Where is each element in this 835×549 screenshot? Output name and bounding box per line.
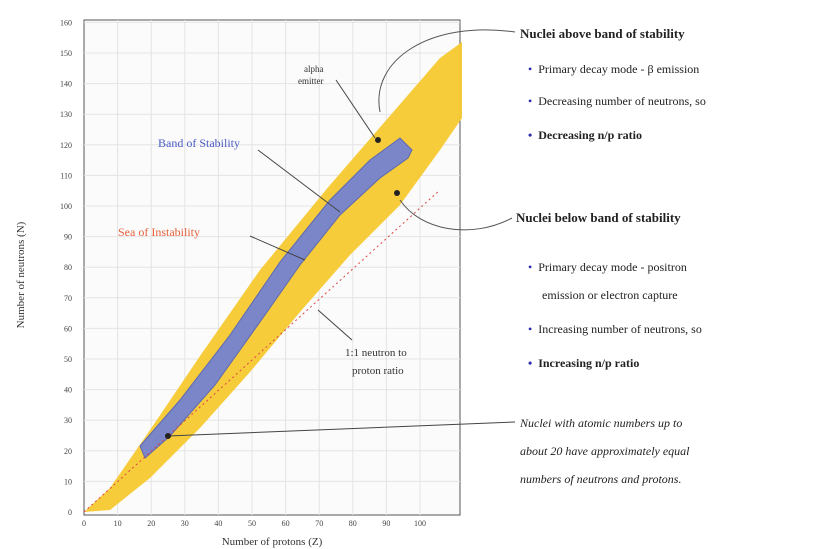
y-tick-label: 10 [64, 477, 72, 486]
below-bullet-3-text: Increasing n/p ratio [538, 356, 639, 370]
x-tick-label: 80 [349, 519, 357, 528]
x-tick-label: 100 [414, 519, 426, 528]
y-tick-label: 90 [64, 233, 72, 242]
below-bullet-1: • Primary decay mode - positron [528, 260, 687, 275]
y-tick-label: 30 [64, 416, 72, 425]
band-of-stability-label: Band of Stability [158, 136, 240, 150]
x-axis-label: Number of protons (Z) [222, 536, 323, 548]
y-tick-label: 150 [60, 49, 72, 58]
y-tick-label: 140 [60, 80, 72, 89]
y-tick-label: 50 [64, 355, 72, 364]
x-tick-label: 20 [147, 519, 155, 528]
above-band-marker [375, 137, 381, 143]
ratio-label-line-1: 1:1 neutron to [345, 347, 407, 359]
y-tick-label: 60 [64, 324, 72, 333]
below-bullet-2: • Increasing number of neutrons, so [528, 322, 702, 337]
above-bullet-3: • Decreasing n/p ratio [528, 128, 642, 143]
y-tick-label: 100 [60, 202, 72, 211]
y-tick-label: 130 [60, 110, 72, 119]
above-bullet-1-text: Primary decay mode - β emission [538, 62, 699, 76]
x-tick-label: 90 [382, 519, 390, 528]
y-tick-label: 80 [64, 263, 72, 272]
note-line-1: Nuclei with atomic numbers up to [520, 414, 682, 433]
sea-of-instability-label: Sea of Instability [118, 225, 200, 239]
bullet-dot: • [528, 128, 532, 142]
bullet-dot: • [528, 322, 532, 336]
y-tick-label: 70 [64, 294, 72, 303]
above-bullet-1: • Primary decay mode - β emission [528, 62, 699, 77]
bullet-dot: • [528, 356, 532, 370]
above-bullet-3-text: Decreasing n/p ratio [538, 128, 642, 142]
below-bullet-1b: emission or electron capture [542, 288, 678, 303]
above-title: Nuclei above band of stability [520, 26, 685, 42]
y-tick-label: 120 [60, 141, 72, 150]
alpha-label-line-2: emitter [298, 76, 324, 86]
bullet-dot: • [528, 94, 532, 108]
below-bullet-2-text: Increasing number of neutrons, so [538, 322, 702, 336]
x-tick-label: 10 [114, 519, 122, 528]
x-tick-label: 0 [82, 519, 86, 528]
note-line-3: numbers of neutrons and protons. [520, 470, 681, 489]
above-bullet-2-text: Decreasing number of neutrons, so [538, 94, 706, 108]
x-tick-label: 70 [315, 519, 323, 528]
x-tick-labels: 0 10 20 30 40 50 60 70 80 90 100 [82, 519, 426, 528]
x-tick-label: 30 [181, 519, 189, 528]
bullet-dot: • [528, 260, 532, 274]
y-tick-label: 20 [64, 447, 72, 456]
note-line-2: about 20 have approximately equal [520, 442, 690, 461]
alpha-label-line-1: alpha [304, 64, 324, 74]
low-z-marker [165, 433, 171, 439]
y-axis-label: Number of neutrons (N) [15, 221, 27, 328]
y-tick-label: 0 [68, 508, 72, 517]
above-bullet-2: • Decreasing number of neutrons, so [528, 94, 706, 109]
below-bullet-1-text: Primary decay mode - positron [538, 260, 687, 274]
below-bullet-3: • Increasing n/p ratio [528, 356, 639, 371]
bullet-dot: • [528, 62, 532, 76]
y-tick-label: 40 [64, 386, 72, 395]
y-tick-label: 160 [60, 18, 72, 27]
below-title: Nuclei below band of stability [516, 210, 681, 226]
x-tick-label: 60 [282, 519, 290, 528]
y-tick-label: 110 [60, 171, 72, 180]
below-band-marker [394, 190, 400, 196]
ratio-label-line-2: proton ratio [352, 365, 404, 377]
x-tick-label: 40 [214, 519, 222, 528]
x-tick-label: 50 [248, 519, 256, 528]
y-tick-labels: 0 10 20 30 40 50 60 70 80 90 100 110 120 130 140 150 160 [60, 18, 72, 517]
